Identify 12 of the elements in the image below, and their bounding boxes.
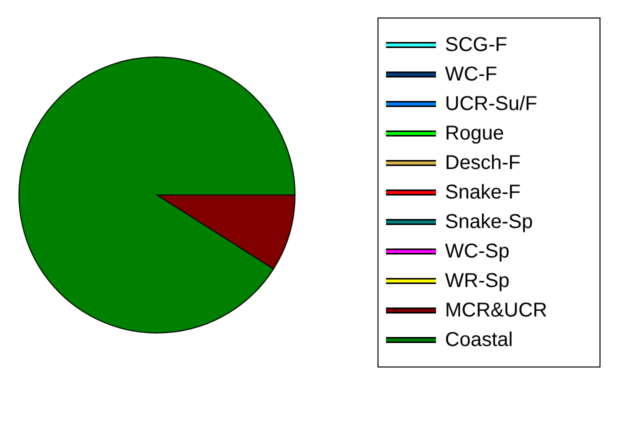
legend-label: Desch-F — [445, 152, 521, 174]
legend-label: Rogue — [445, 122, 504, 144]
legend-label: Coastal — [445, 329, 513, 351]
legend-label: Snake-F — [445, 182, 521, 204]
legend-label: WC-F — [445, 64, 498, 86]
legend-label: WC-Sp — [445, 240, 510, 262]
legend-label: UCR-Su/F — [445, 93, 538, 115]
pie-slice — [18, 56, 296, 334]
legend-label: Snake-Sp — [445, 211, 533, 233]
legend-label: SCG-F — [445, 34, 508, 56]
legend-label: WR-Sp — [445, 270, 510, 292]
legend-label: MCR&UCR — [445, 300, 548, 322]
